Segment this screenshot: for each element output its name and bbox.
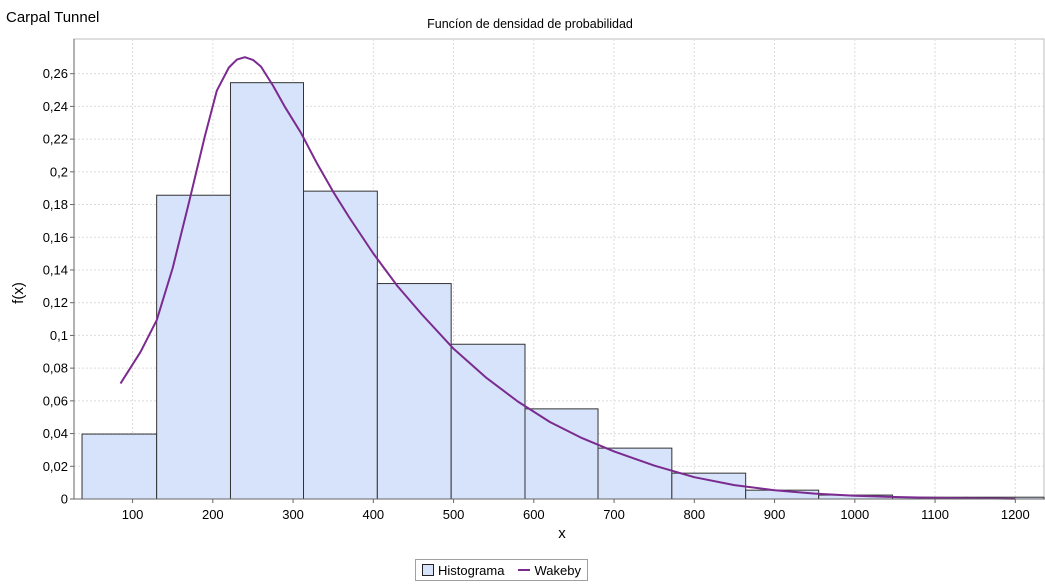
chart-title: Funcíon de densidad de probabilidad — [427, 17, 633, 31]
histogram-bar-2 — [229, 82, 305, 500]
histogram-bar-5 — [450, 343, 526, 500]
legend-wakeby-label: Wakeby — [534, 562, 581, 578]
y-tick-label-8: 0,16 — [43, 230, 68, 245]
histogram-bar-6 — [524, 408, 599, 500]
y-tick-label-10: 0,2 — [50, 164, 68, 179]
histogram-bar-7 — [597, 447, 673, 500]
legend-wakeby-swatch — [518, 569, 531, 571]
x-tick-label-600: 600 — [523, 507, 545, 522]
wakeby-curve — [119, 56, 1016, 500]
y-tick-label-11: 0,22 — [43, 132, 68, 147]
x-tick-label-1000: 1000 — [840, 507, 869, 522]
y-tick-label-4: 0,08 — [43, 361, 68, 376]
legend: Histograma Wakeby — [415, 559, 588, 581]
y-tick-label-0: 0 — [61, 492, 68, 507]
y-tick-labels: 0 0,02 0,04 0,06 0,08 0,1 0,12 0,14 0,16 0,18 0,2 0… — [43, 66, 68, 506]
y-tick-label-5: 0,1 — [50, 328, 68, 343]
x-tick-label-300: 300 — [282, 507, 304, 522]
y-tick-label-12: 0,24 — [43, 99, 68, 114]
y-tick-label-6: 0,12 — [43, 295, 68, 310]
x-tick-label-100: 100 — [122, 507, 144, 522]
x-axis-label: x — [558, 525, 566, 542]
histogram-bar-1 — [156, 194, 231, 500]
histogram-bar-8 — [671, 472, 747, 500]
legend-histogram-label: Histograma — [438, 562, 505, 578]
y-tick-label-9: 0,18 — [43, 197, 68, 212]
wakeby-curve-group — [119, 56, 1016, 500]
histogram-bar-3 — [303, 190, 378, 500]
x-tick-label-500: 500 — [443, 507, 465, 522]
y-tick-label-1: 0,02 — [43, 459, 68, 474]
x-tick-label-900: 900 — [764, 507, 786, 522]
x-tick-label-1200: 1200 — [1001, 507, 1030, 522]
x-tick-label-1100: 1100 — [921, 507, 949, 522]
y-tick-label-2: 0,04 — [43, 426, 68, 441]
x-tick-label-700: 700 — [603, 507, 625, 522]
y-tick-label-13: 0,26 — [43, 66, 68, 81]
x-tick-label-800: 800 — [683, 507, 705, 522]
legend-histogram-swatch — [422, 564, 434, 576]
axes — [70, 39, 1045, 503]
y-tick-label-7: 0,14 — [43, 262, 68, 277]
page-title: Carpal Tunnel — [6, 9, 100, 26]
y-tick-label-3: 0,06 — [43, 393, 68, 408]
y-axis-label: f(x) — [10, 282, 27, 304]
histogram-bar-0 — [81, 433, 158, 500]
x-tick-label-200: 200 — [202, 507, 224, 522]
x-tick-label-400: 400 — [362, 507, 384, 522]
x-tick-labels: 100 200 300 400 500 600 700 800 900 1000 1100 1200 — [122, 507, 1030, 522]
histogram-bar-4 — [376, 283, 452, 500]
